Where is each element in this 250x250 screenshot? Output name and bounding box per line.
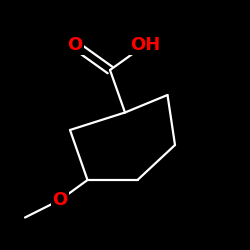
Text: O: O <box>68 36 82 54</box>
Text: OH: OH <box>130 36 160 54</box>
Text: O: O <box>52 191 68 209</box>
